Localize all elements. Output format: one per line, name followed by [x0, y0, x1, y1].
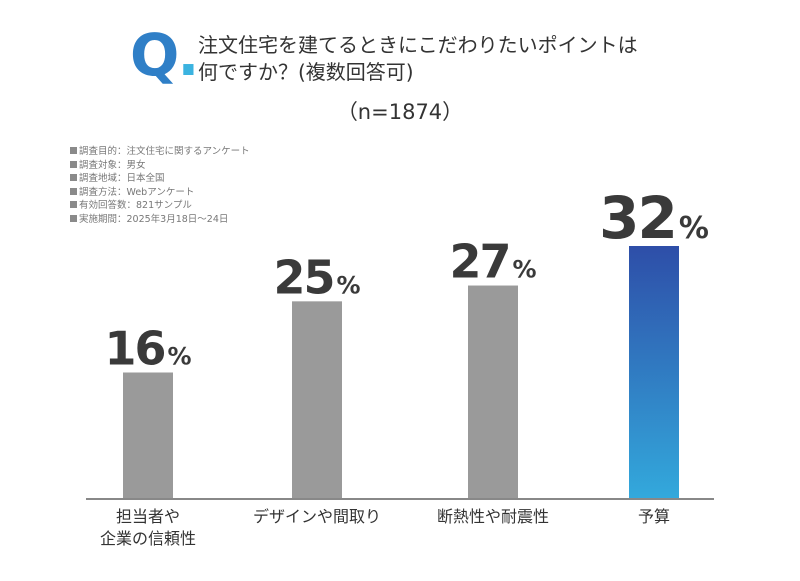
question-text: 注文住宅を建てるときにこだわりたいポイントは 何ですか？(複数回答可): [198, 32, 638, 86]
value-label-0: 16%: [104, 322, 191, 376]
value-label-2: 27%: [449, 235, 536, 289]
category-label-2: 断熱性や耐震性: [437, 507, 549, 526]
question-mark-logo: Q.: [130, 21, 199, 89]
note-bullet-icon: [70, 147, 77, 154]
note-bullet-icon: [70, 201, 77, 209]
note-region: 調査地域：日本全国: [70, 172, 250, 186]
category-label-1: デザインや間取り: [253, 507, 381, 526]
note-responses: 有効回答数：821サンプル: [70, 199, 250, 213]
note-bullet-icon: [70, 174, 77, 182]
question-line-2: 何ですか？(複数回答可): [198, 60, 414, 84]
category-label-3: 予算: [638, 507, 670, 526]
value-label-1: 25%: [273, 250, 360, 304]
note-method: 調査方法：Webアンケート: [70, 186, 250, 200]
category-label-0: 担当者や企業の信頼性: [100, 507, 196, 548]
note-purpose: 調査目的：注文住宅に関するアンケート: [70, 145, 250, 159]
bar-3: [629, 246, 679, 499]
sample-size: （n=1874）: [336, 100, 464, 124]
note-bullet-icon: [70, 160, 77, 168]
note-bullet-icon: [70, 214, 77, 222]
bar-0: [123, 372, 173, 499]
note-bullet-icon: [70, 187, 77, 195]
note-period: 実施期間：2025年3月18日～24日: [70, 213, 250, 227]
bar-2: [468, 285, 518, 499]
value-label-3: 32%: [599, 184, 709, 252]
note-target: 調査対象：男女: [70, 159, 250, 173]
question-line-1: 注文住宅を建てるときにこだわりたいポイントは: [198, 33, 638, 57]
survey-notes: 調査目的：注文住宅に関するアンケート 調査対象：男女 調査地域：日本全国 調査方…: [70, 145, 250, 227]
bar-1: [292, 301, 342, 499]
